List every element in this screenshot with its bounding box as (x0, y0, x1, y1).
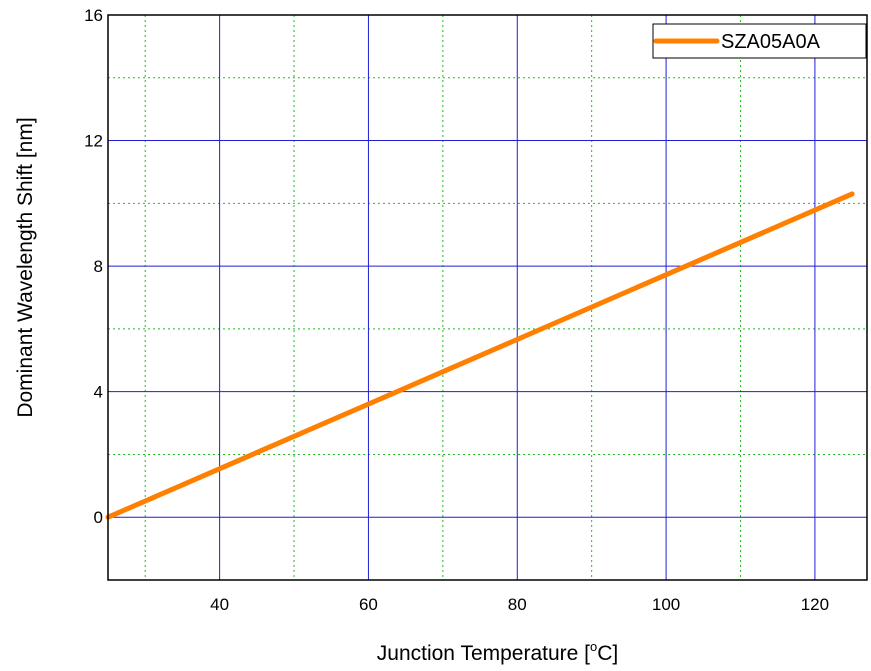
plot-frame (107, 14, 868, 581)
legend: SZA05A0A (652, 23, 867, 59)
x-tick-label: 40 (210, 595, 229, 614)
series-line (105, 191, 855, 520)
x-axis-label-degree: o (590, 639, 597, 654)
x-axis-label: Junction Temperature [oC] (377, 639, 618, 665)
y-tick-label: 4 (94, 383, 103, 402)
y-tick-label: 12 (84, 132, 103, 151)
y-tick-labels: 0 4 8 12 16 (84, 6, 103, 527)
major-gridlines (108, 14, 867, 580)
x-axis-label-unit: C] (597, 642, 618, 665)
series-layer (105, 191, 855, 520)
y-axis-label: Dominant Wavelength Shift [nm] (14, 117, 37, 417)
x-tick-labels: 40 60 80 100 120 (210, 595, 829, 614)
y-tick-label: 16 (84, 6, 103, 25)
x-tick-label: 100 (652, 595, 680, 614)
x-axis-label-main: Junction Temperature [ (377, 642, 590, 665)
y-tick-label: 0 (94, 508, 103, 527)
legend-label: SZA05A0A (721, 31, 821, 53)
x-tick-label: 60 (359, 595, 378, 614)
x-tick-label: 120 (801, 595, 829, 614)
y-tick-label: 8 (94, 257, 103, 276)
minor-gridlines (108, 15, 867, 581)
x-tick-label: 80 (508, 595, 527, 614)
